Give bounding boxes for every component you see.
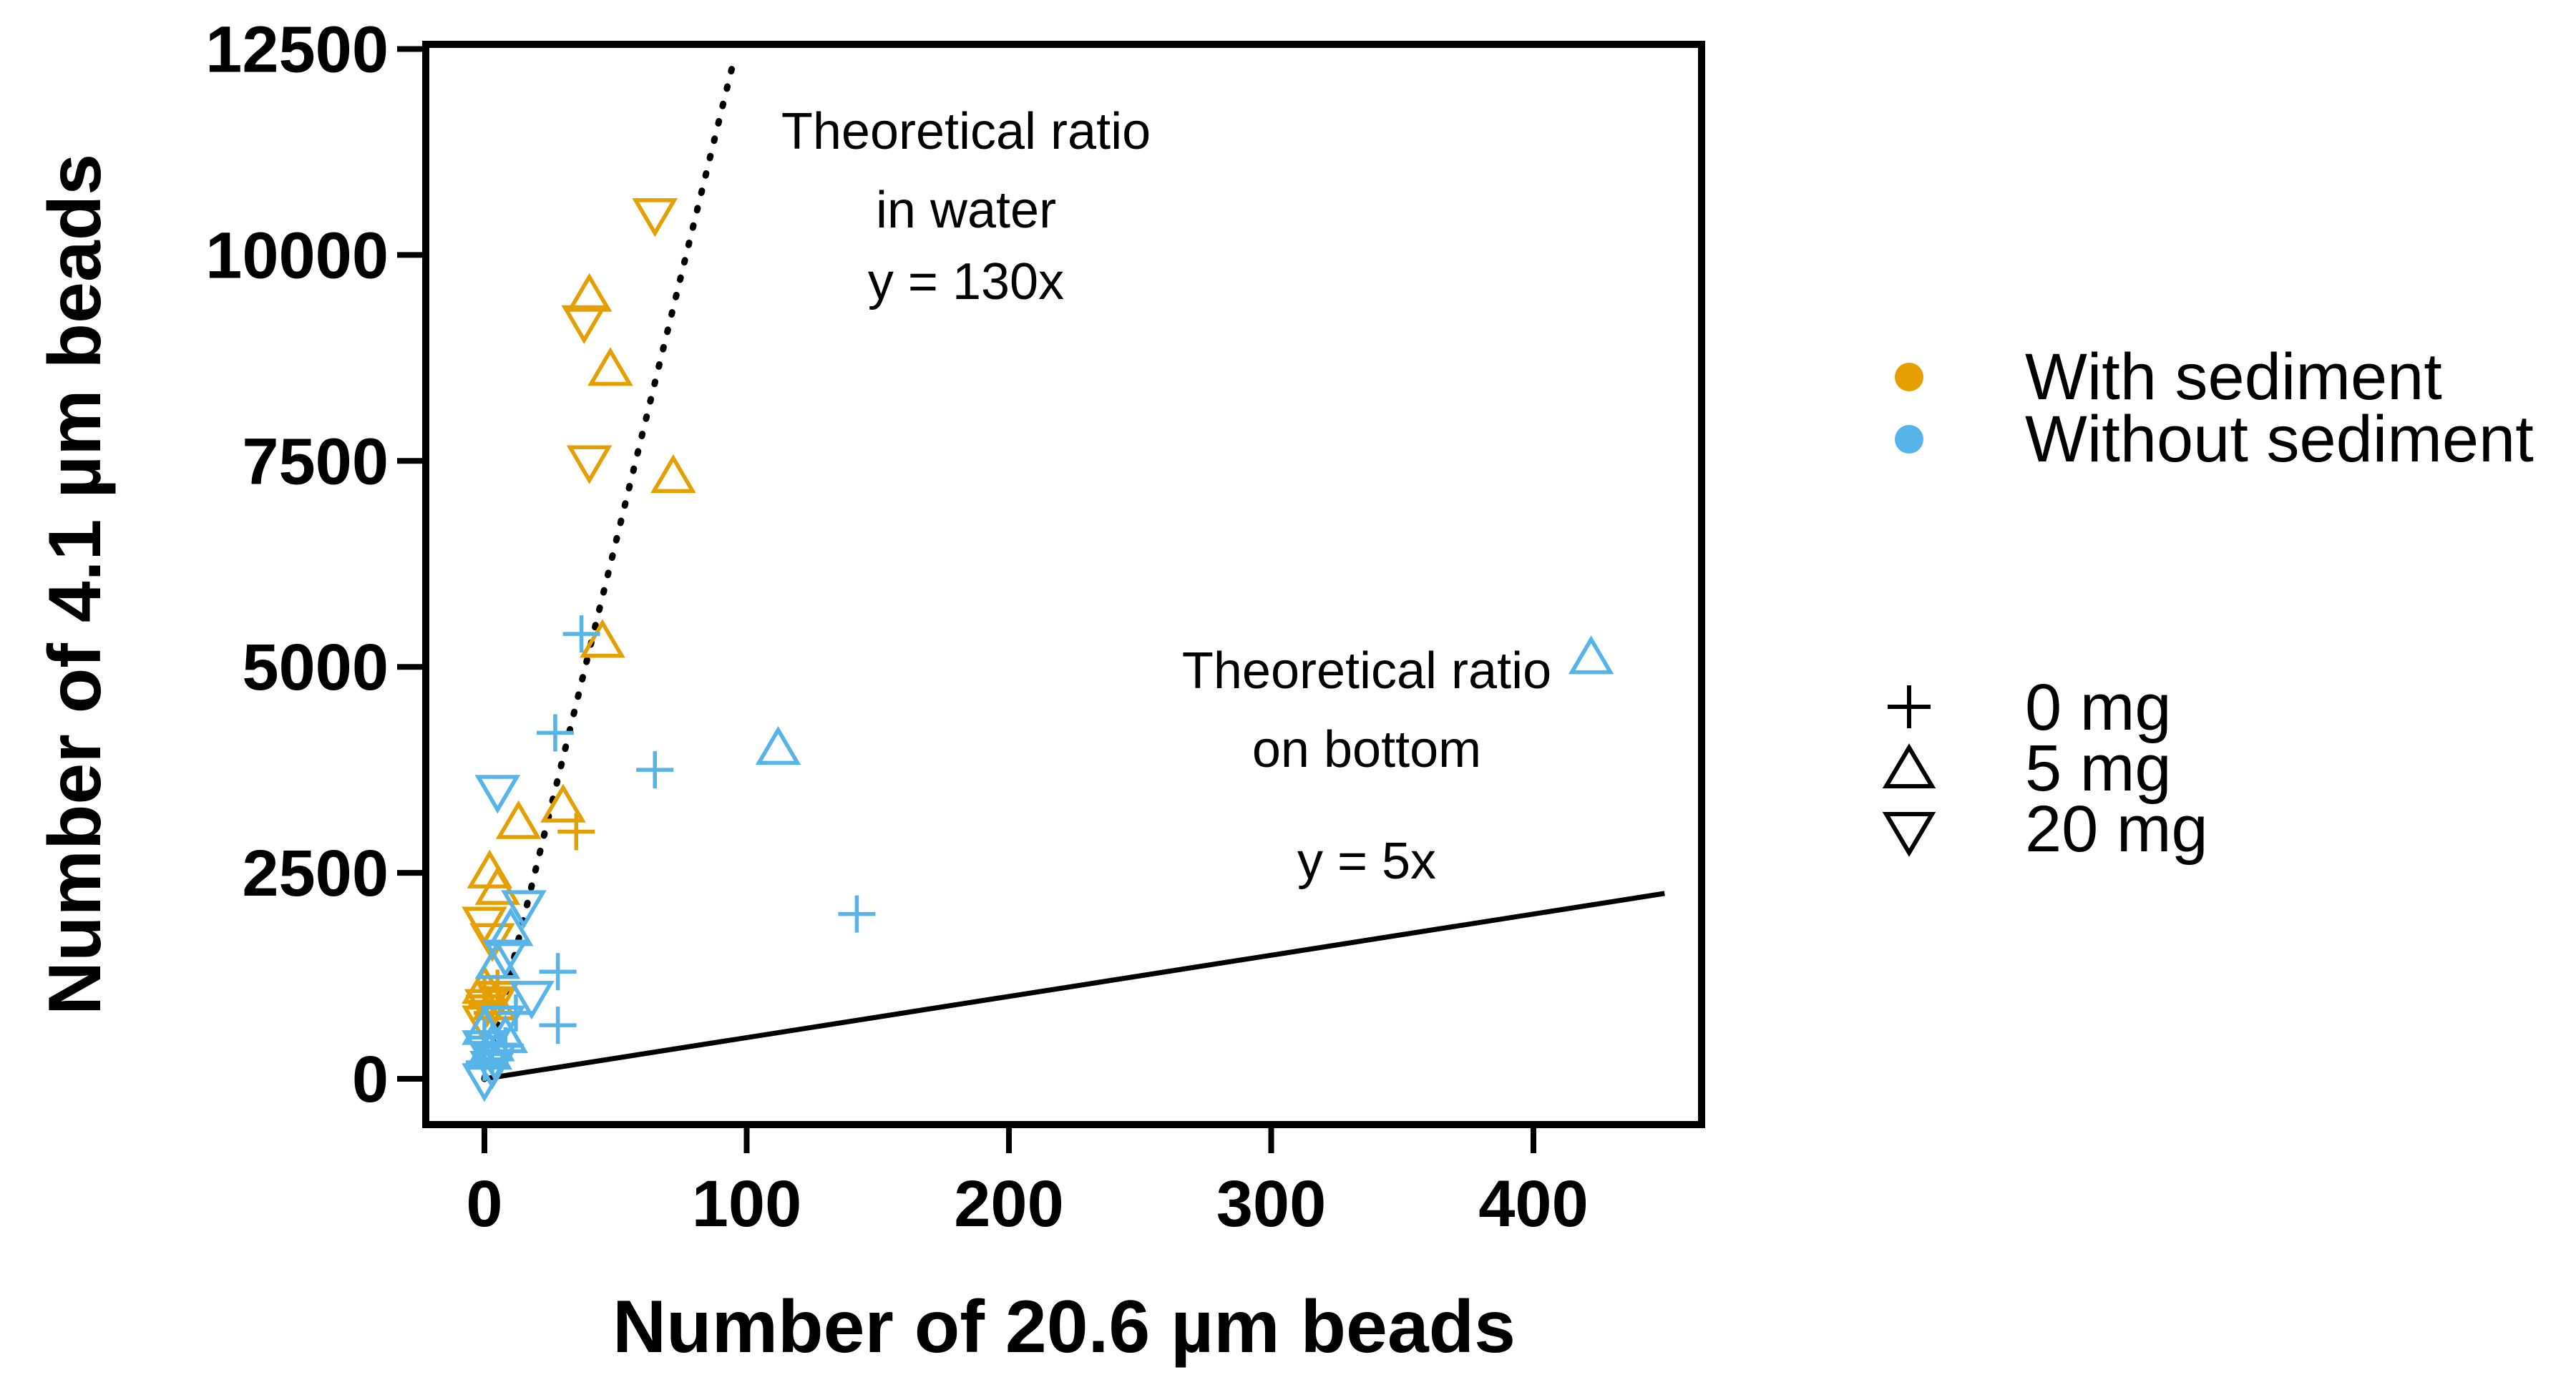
legend: With sediment Without sediment 0 mg 5 mg… bbox=[1882, 341, 2534, 866]
point-with-sediment-triangle-down bbox=[566, 445, 613, 484]
water-ratio-equation: y = 130x bbox=[868, 253, 1064, 310]
point-without-sediment-plus bbox=[562, 615, 600, 653]
legend-0mg-label: 0 mg bbox=[2025, 671, 2172, 744]
point-with-sediment-triangle-up bbox=[566, 273, 613, 312]
x-tick-label: 200 bbox=[954, 1168, 1064, 1240]
bottom-ratio-line bbox=[484, 891, 1665, 1082]
point-with-sediment-triangle-up bbox=[540, 783, 586, 823]
point-with-sediment-triangle-down bbox=[561, 305, 608, 344]
point-without-sediment-triangle-down bbox=[469, 1050, 515, 1090]
point-with-sediment-triangle-up bbox=[474, 866, 521, 905]
y-tick-label: 2500 bbox=[242, 837, 389, 910]
y-tick-label: 12500 bbox=[205, 14, 389, 87]
bottom-ratio-label-line2: on bottom bbox=[1252, 721, 1481, 778]
point-without-sediment-plus bbox=[539, 1007, 577, 1044]
y-tick-label: 0 bbox=[352, 1043, 389, 1116]
water-ratio-label-line1: Theoretical ratio bbox=[781, 103, 1151, 160]
x-tick-label: 100 bbox=[692, 1168, 802, 1240]
legend-triangle-up-icon bbox=[1882, 743, 1936, 788]
point-without-sediment-triangle-up bbox=[755, 725, 801, 765]
y-tick-label: 7500 bbox=[242, 425, 389, 498]
point-with-sediment-triangle-up bbox=[650, 454, 696, 494]
y-axis-title: Number of 4.1 µm beads bbox=[34, 154, 117, 1015]
legend-5mg-label: 5 mg bbox=[2025, 732, 2172, 805]
water-ratio-line bbox=[481, 58, 737, 1082]
reference-lines bbox=[481, 58, 1665, 1082]
x-tick-label: 0 bbox=[466, 1168, 502, 1240]
point-with-sediment-triangle-up bbox=[587, 347, 633, 386]
point-with-sediment-triangle-up bbox=[495, 800, 542, 839]
point-with-sediment-triangle-down bbox=[474, 981, 521, 1020]
point-without-sediment-triangle-down bbox=[501, 890, 547, 929]
legend-20mg-label: 20 mg bbox=[2025, 793, 2208, 866]
x-tick-label: 400 bbox=[1478, 1168, 1589, 1240]
point-with-sediment-triangle-down bbox=[632, 198, 678, 238]
water-ratio-label-line2: in water bbox=[876, 182, 1056, 239]
point-without-sediment-plus bbox=[838, 895, 876, 933]
legend-with-sediment-label: With sediment bbox=[2025, 341, 2442, 413]
x-tick-label: 300 bbox=[1216, 1168, 1327, 1240]
y-tick-label: 5000 bbox=[242, 631, 389, 704]
x-axis: 0 100 200 300 400 bbox=[466, 1125, 1589, 1240]
point-without-sediment-plus bbox=[636, 751, 674, 789]
legend-plus-icon bbox=[1888, 685, 1931, 728]
y-axis: 0 2500 5000 7500 10000 12500 bbox=[205, 14, 426, 1116]
point-without-sediment-plus bbox=[539, 953, 577, 991]
legend-triangle-down-icon bbox=[1882, 812, 1936, 857]
legend-without-sediment-marker bbox=[1895, 425, 1923, 454]
legend-without-sediment-label: Without sediment bbox=[2025, 403, 2534, 476]
x-axis-title: Number of 20.6 µm beads bbox=[613, 1286, 1516, 1369]
point-without-sediment-triangle-down bbox=[462, 1030, 507, 1070]
legend-with-sediment-marker bbox=[1895, 363, 1923, 391]
bottom-ratio-equation: y = 5x bbox=[1297, 833, 1436, 890]
point-without-sediment-plus bbox=[536, 714, 574, 752]
plot-frame bbox=[422, 41, 1705, 1128]
point-without-sediment-triangle-down bbox=[479, 1005, 526, 1044]
bottom-ratio-label-line1: Theoretical ratio bbox=[1182, 642, 1551, 700]
point-with-sediment-triangle-up bbox=[580, 619, 625, 658]
point-without-sediment-triangle-down bbox=[474, 775, 521, 814]
point-without-sediment-triangle-up bbox=[474, 940, 521, 979]
point-without-sediment-triangle-up bbox=[487, 907, 534, 946]
y-tick-label: 10000 bbox=[205, 219, 389, 292]
point-without-sediment-triangle-down bbox=[482, 939, 529, 979]
point-without-sediment-triangle-down bbox=[509, 981, 555, 1020]
data-points bbox=[462, 198, 1614, 1102]
point-without-sediment-triangle-up bbox=[1568, 635, 1614, 675]
